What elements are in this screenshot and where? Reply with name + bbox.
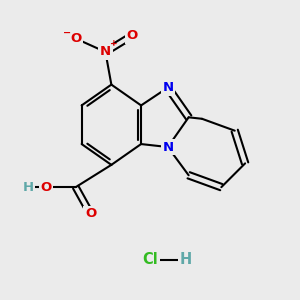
Text: N: N xyxy=(162,140,173,154)
Text: O: O xyxy=(127,29,138,42)
Text: H: H xyxy=(179,253,192,268)
Text: Cl: Cl xyxy=(142,253,158,268)
Text: H: H xyxy=(22,181,34,194)
Text: N: N xyxy=(100,45,111,58)
Text: +: + xyxy=(110,39,118,48)
Text: O: O xyxy=(40,181,52,194)
Text: N: N xyxy=(162,81,173,94)
Text: −: − xyxy=(63,28,71,38)
Text: O: O xyxy=(85,207,96,220)
Text: O: O xyxy=(70,32,81,45)
